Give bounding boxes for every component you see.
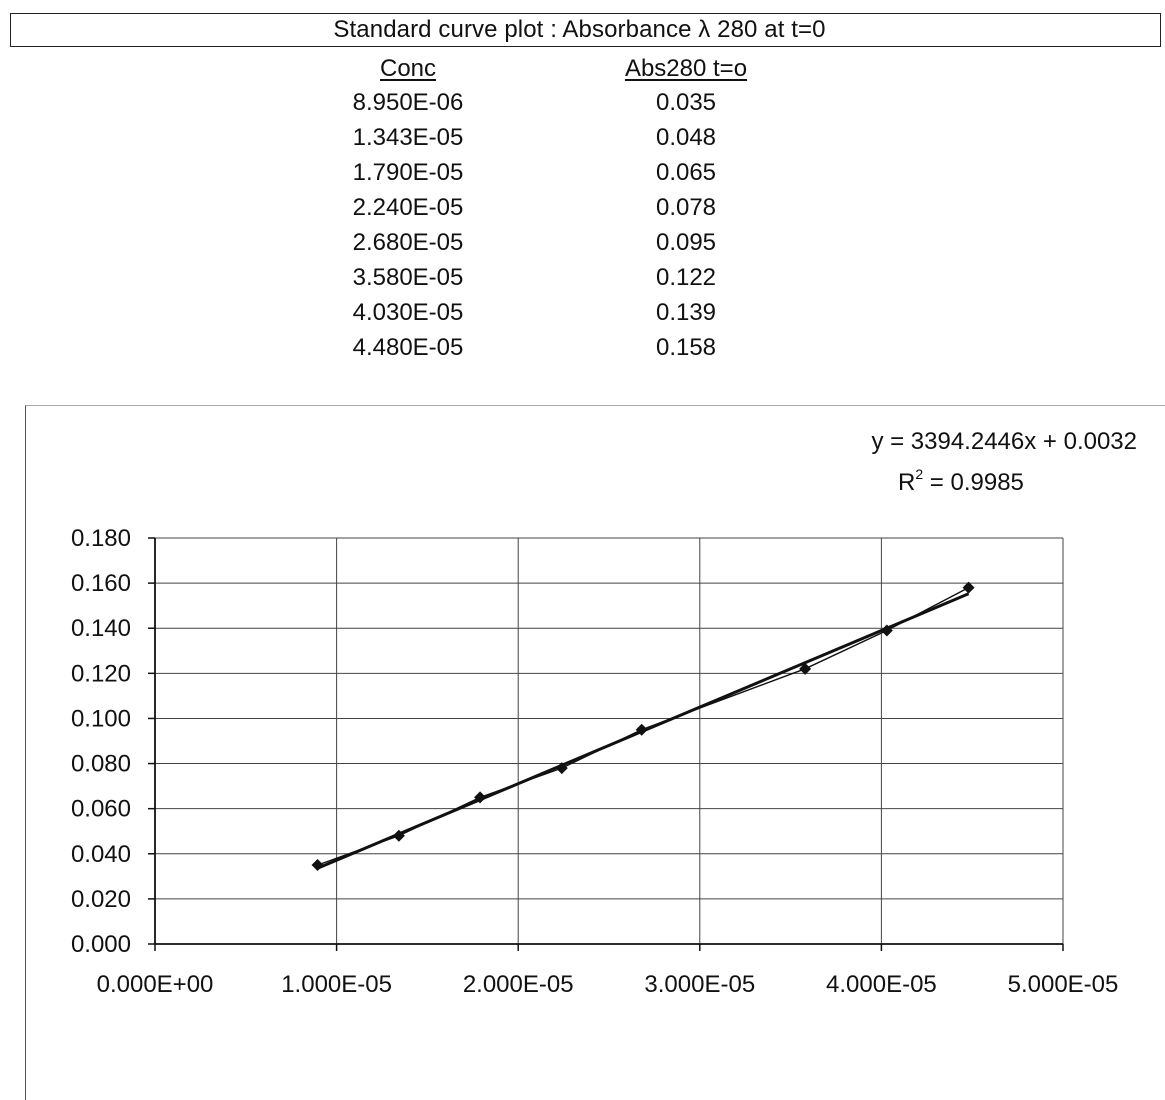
data-point	[474, 791, 487, 804]
data-table: Conc 8.950E-06 1.343E-05 1.790E-05 2.240…	[300, 52, 820, 372]
y-tick-label: 0.180	[71, 525, 131, 552]
r-squared-exponent: 2	[915, 466, 923, 482]
table-cell: 0.158	[655, 334, 717, 361]
conc-header: Conc	[379, 55, 437, 82]
table-cell: 0.139	[655, 299, 717, 326]
data-point	[635, 723, 648, 736]
y-tick-label: 0.020	[71, 886, 131, 913]
table-cell: 1.790E-05	[352, 159, 464, 186]
y-tick-label: 0.060	[71, 796, 131, 823]
y-tick-label: 0.040	[71, 841, 131, 868]
abs-column: Abs280 t=o 0.035 0.048 0.065 0.078 0.095…	[586, 52, 786, 365]
data-point	[962, 581, 975, 594]
x-tick-label: 5.000E-05	[1008, 971, 1119, 998]
table-cell: 0.065	[655, 159, 717, 186]
series-line	[317, 586, 969, 866]
table-cell: 0.048	[655, 124, 717, 151]
y-tick-label: 0.140	[71, 615, 131, 642]
trendline-equation: y = 3394.2446x + 0.0032	[871, 428, 1137, 455]
table-cell: 0.095	[655, 229, 717, 256]
y-tick-label: 0.100	[71, 705, 131, 732]
r-squared-label: R2 = 0.9985	[898, 466, 1024, 496]
y-tick-label: 0.120	[71, 660, 131, 687]
table-cell: 2.680E-05	[352, 229, 464, 256]
data-point	[799, 662, 812, 675]
x-tick-label: 4.000E-05	[826, 971, 937, 998]
data-point	[880, 624, 893, 637]
table-cell: 0.122	[655, 264, 717, 291]
x-tick-label: 3.000E-05	[644, 971, 755, 998]
conc-column: Conc 8.950E-06 1.343E-05 1.790E-05 2.240…	[308, 52, 508, 365]
table-cell: 2.240E-05	[352, 194, 464, 221]
r-squared-value: = 0.9985	[923, 469, 1024, 496]
table-cell: 0.035	[655, 89, 717, 116]
table-cell: 4.030E-05	[352, 299, 464, 326]
abs-header: Abs280 t=o	[624, 55, 748, 82]
page-title: Standard curve plot : Absorbance λ 280 a…	[333, 16, 826, 43]
x-tick-label: 0.000E+00	[97, 971, 214, 998]
y-tick-label: 0.000	[71, 931, 131, 958]
plot-area: 0.000 0.020 0.040 0.060 0.080 0.100 0.120 0.140…	[71, 525, 1118, 998]
data-point	[555, 762, 568, 775]
y-tick-label: 0.160	[71, 570, 131, 597]
table-cell: 8.950E-06	[352, 89, 464, 116]
table-cell: 3.580E-05	[352, 264, 464, 291]
plot-background	[155, 538, 1063, 944]
table-cell: 0.078	[655, 194, 717, 221]
data-point	[392, 829, 405, 842]
chart-title-box: Standard curve plot : Absorbance λ 280 a…	[10, 13, 1161, 47]
table-cell: 1.343E-05	[352, 124, 464, 151]
chart-frame	[25, 405, 1165, 1100]
table-cell: 4.480E-05	[352, 334, 464, 361]
x-tick-label: 2.000E-05	[463, 971, 574, 998]
r-squared-r: R	[898, 469, 915, 496]
x-tick-label: 1.000E-05	[281, 971, 392, 998]
y-tick-label: 0.080	[71, 751, 131, 778]
data-point	[311, 859, 324, 872]
